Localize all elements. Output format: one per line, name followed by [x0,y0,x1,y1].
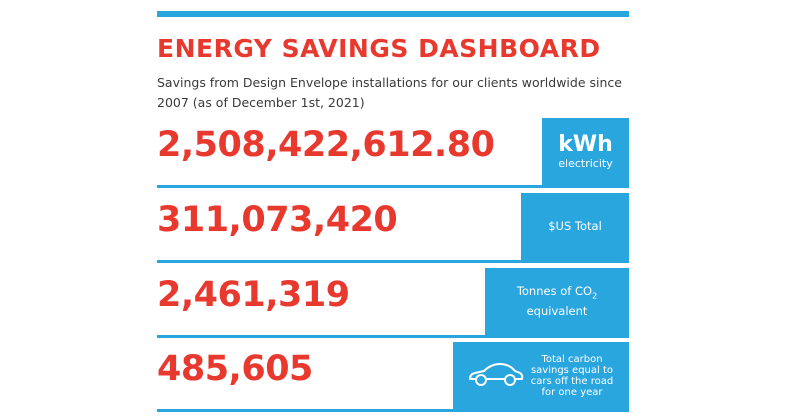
metric-row-electricity: 2,508,422,612.80 kWh electricity [157,118,629,188]
metric-badge: Tonnes of CO2 equivalent [485,268,629,335]
metric-label: Tonnes of CO2 [516,284,598,301]
metric-value: 2,508,422,612.80 [157,125,495,165]
metric-row-co2: 2,461,319 Tonnes of CO2 equivalent [157,268,629,338]
metric-label-suffix: equivalent [526,303,588,318]
metric-badge: kWh electricity [542,118,629,185]
metric-label: Total carbon savings equal to cars off t… [530,353,614,398]
metric-value: 485,605 [157,349,313,389]
metric-row-usd: 311,073,420 $US Total [157,193,629,263]
metric-unit: kWh [558,131,613,157]
car-icon [467,360,525,392]
page-subtitle: Savings from Design Envelope installatio… [157,75,622,110]
metric-badge: Total carbon savings equal to cars off t… [453,342,629,409]
metric-label: $US Total [548,219,602,233]
metric-value: 2,461,319 [157,275,350,315]
top-accent-bar [157,11,629,17]
metric-value: 311,073,420 [157,200,398,240]
metric-label: electricity [558,156,613,170]
page-title: ENERGY SAVINGS DASHBOARD [157,34,601,63]
metric-row-cars: 485,605 Total carbon savings equal to ca… [157,342,629,412]
metric-badge: $US Total [521,193,629,260]
